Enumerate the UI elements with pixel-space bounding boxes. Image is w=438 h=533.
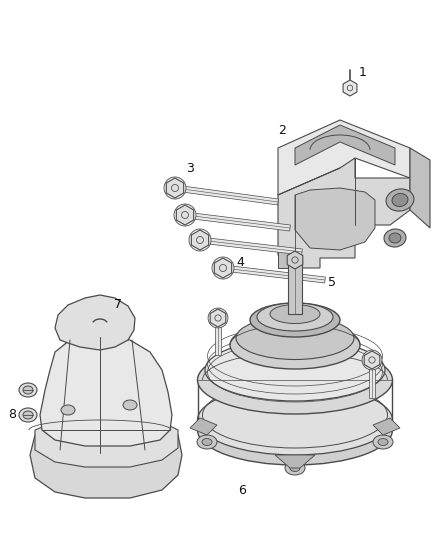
Polygon shape xyxy=(214,258,232,278)
Ellipse shape xyxy=(208,308,228,328)
Polygon shape xyxy=(287,251,303,269)
Ellipse shape xyxy=(19,408,37,422)
Polygon shape xyxy=(190,418,217,435)
Polygon shape xyxy=(166,178,184,198)
Ellipse shape xyxy=(384,229,406,247)
Polygon shape xyxy=(364,351,380,369)
Polygon shape xyxy=(215,318,221,355)
Ellipse shape xyxy=(197,435,217,449)
Polygon shape xyxy=(373,418,400,435)
Polygon shape xyxy=(30,420,182,498)
Ellipse shape xyxy=(189,229,211,251)
Ellipse shape xyxy=(378,439,388,446)
Ellipse shape xyxy=(61,405,75,415)
Polygon shape xyxy=(210,309,226,327)
Ellipse shape xyxy=(202,439,212,446)
Ellipse shape xyxy=(198,346,392,414)
Polygon shape xyxy=(295,188,375,250)
Text: 6: 6 xyxy=(238,483,246,497)
Ellipse shape xyxy=(205,339,385,401)
Ellipse shape xyxy=(174,204,196,226)
Polygon shape xyxy=(200,237,302,255)
Polygon shape xyxy=(343,80,357,96)
Text: 3: 3 xyxy=(186,161,194,174)
Text: 2: 2 xyxy=(278,124,286,136)
Polygon shape xyxy=(191,230,208,250)
Ellipse shape xyxy=(236,317,354,359)
Ellipse shape xyxy=(270,304,320,324)
Polygon shape xyxy=(35,418,178,467)
Polygon shape xyxy=(410,148,430,228)
Polygon shape xyxy=(55,295,135,350)
Ellipse shape xyxy=(257,303,333,331)
Text: 4: 4 xyxy=(236,255,244,269)
Polygon shape xyxy=(177,205,194,225)
Polygon shape xyxy=(175,185,279,205)
Polygon shape xyxy=(278,120,410,195)
Polygon shape xyxy=(40,337,172,446)
Ellipse shape xyxy=(212,257,234,279)
Polygon shape xyxy=(223,265,325,283)
Polygon shape xyxy=(295,125,395,165)
Ellipse shape xyxy=(198,395,392,465)
Text: 1: 1 xyxy=(359,66,367,78)
Ellipse shape xyxy=(389,233,401,243)
Ellipse shape xyxy=(123,400,137,410)
Polygon shape xyxy=(278,248,295,268)
Ellipse shape xyxy=(250,303,340,337)
Ellipse shape xyxy=(23,411,33,419)
Polygon shape xyxy=(278,158,410,268)
Ellipse shape xyxy=(373,435,393,449)
Ellipse shape xyxy=(198,385,392,455)
Ellipse shape xyxy=(230,321,360,369)
Polygon shape xyxy=(185,212,290,231)
Polygon shape xyxy=(369,360,375,398)
Text: 7: 7 xyxy=(114,298,122,311)
Ellipse shape xyxy=(164,177,186,199)
Text: 8: 8 xyxy=(8,408,16,422)
Ellipse shape xyxy=(362,350,382,370)
Polygon shape xyxy=(288,260,302,314)
Ellipse shape xyxy=(386,189,414,211)
Ellipse shape xyxy=(392,193,408,207)
Polygon shape xyxy=(275,455,315,468)
Ellipse shape xyxy=(285,461,305,475)
Ellipse shape xyxy=(23,386,33,394)
Text: 5: 5 xyxy=(328,277,336,289)
Ellipse shape xyxy=(19,383,37,397)
Ellipse shape xyxy=(290,464,300,472)
